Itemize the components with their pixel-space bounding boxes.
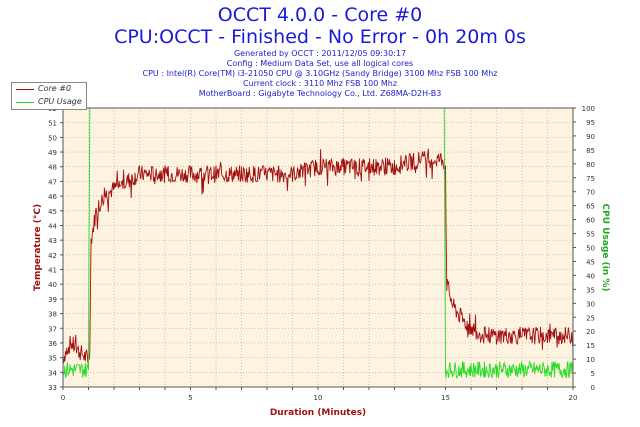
y-tick-label: 35 <box>48 355 57 363</box>
y2-tick-label: 75 <box>586 175 595 183</box>
y2-tick-label: 95 <box>586 119 595 127</box>
y-tick-label: 42 <box>48 252 57 260</box>
info-cpu: CPU : Intel(R) Core(TM) i3-21050 CPU @ 3… <box>142 69 498 78</box>
y-tick-label: 45 <box>48 208 57 216</box>
y2-tick-label: 25 <box>586 314 595 322</box>
y2-axis-label: CPU Usage (in %) <box>600 204 610 292</box>
y-tick-label: 34 <box>48 369 57 377</box>
y-tick-label: 49 <box>48 149 57 157</box>
y-tick-label: 50 <box>48 134 57 142</box>
y-tick-label: 43 <box>48 237 57 245</box>
x-tick-label: 10 <box>314 394 323 402</box>
x-tick-label: 5 <box>188 394 192 402</box>
y2-tick-label: 10 <box>586 356 595 364</box>
chart-title: OCCT 4.0.0 - Core #0 <box>217 4 423 26</box>
y-tick-label: 33 <box>48 384 57 392</box>
y-tick-label: 41 <box>48 267 57 275</box>
info-config: Config : Medium Data Set, use all logica… <box>226 59 414 68</box>
legend-label-cpu-usage: CPU Usage <box>38 97 82 106</box>
y-tick-label: 44 <box>48 222 57 230</box>
y-tick-label: 38 <box>48 311 57 319</box>
y2-tick-label: 40 <box>586 272 595 280</box>
y-tick-label: 40 <box>48 281 57 289</box>
x-tick-label: 20 <box>569 394 578 402</box>
info-motherboard: MotherBoard : Gigabyte Technology Co., L… <box>198 89 442 98</box>
y2-tick-label: 50 <box>586 245 595 253</box>
x-tick-label: 15 <box>441 394 450 402</box>
legend-item-core0: Core #0 <box>12 83 86 95</box>
chart-subtitle: CPU:OCCT - Finished - No Error - 0h 20m … <box>114 26 526 48</box>
y2-tick-label: 20 <box>586 328 595 336</box>
series-line-core0 <box>62 148 574 364</box>
plot-frame <box>62 107 574 388</box>
y2-tick-label: 65 <box>586 203 595 211</box>
y2-tick-label: 45 <box>586 258 595 266</box>
legend-swatch-cpu-usage <box>16 102 34 103</box>
y-tick-label: 39 <box>48 296 57 304</box>
y2-tick-label: 15 <box>586 342 595 350</box>
y-tick-label: 48 <box>48 164 57 172</box>
y2-tick-label: 60 <box>586 217 595 225</box>
y-tick-label: 51 <box>48 120 57 128</box>
x-axis-label: Duration (Minutes) <box>270 408 366 418</box>
legend-label-core0: Core #0 <box>38 84 72 93</box>
y-tick-label: 37 <box>48 325 57 333</box>
y2-tick-label: 70 <box>586 189 595 197</box>
y-tick-label: 46 <box>48 193 57 201</box>
y2-tick-label: 55 <box>586 231 595 239</box>
y-axis-label: Temperature (°C) <box>33 204 43 291</box>
legend-swatch-core0 <box>16 89 34 90</box>
y-tick-label: 36 <box>48 340 57 348</box>
y2-tick-label: 5 <box>591 370 595 378</box>
y2-tick-label: 100 <box>582 105 595 113</box>
y2-tick-label: 30 <box>586 300 595 308</box>
y-tick-label: 47 <box>48 178 57 186</box>
x-tick-label: 0 <box>61 394 65 402</box>
chart-legend: Core #0 CPU Usage <box>11 82 87 110</box>
info-clock: Current clock : 3110 Mhz FSB 100 Mhz <box>242 79 398 88</box>
legend-item-cpu-usage: CPU Usage <box>12 96 86 108</box>
y2-tick-label: 0 <box>591 384 595 392</box>
y2-tick-label: 80 <box>586 161 595 169</box>
y2-tick-label: 90 <box>586 133 595 141</box>
y2-tick-label: 35 <box>586 286 595 294</box>
info-generated: Generated by OCCT : 2011/12/05 09:30:17 <box>233 49 407 58</box>
y2-tick-label: 85 <box>586 147 595 155</box>
